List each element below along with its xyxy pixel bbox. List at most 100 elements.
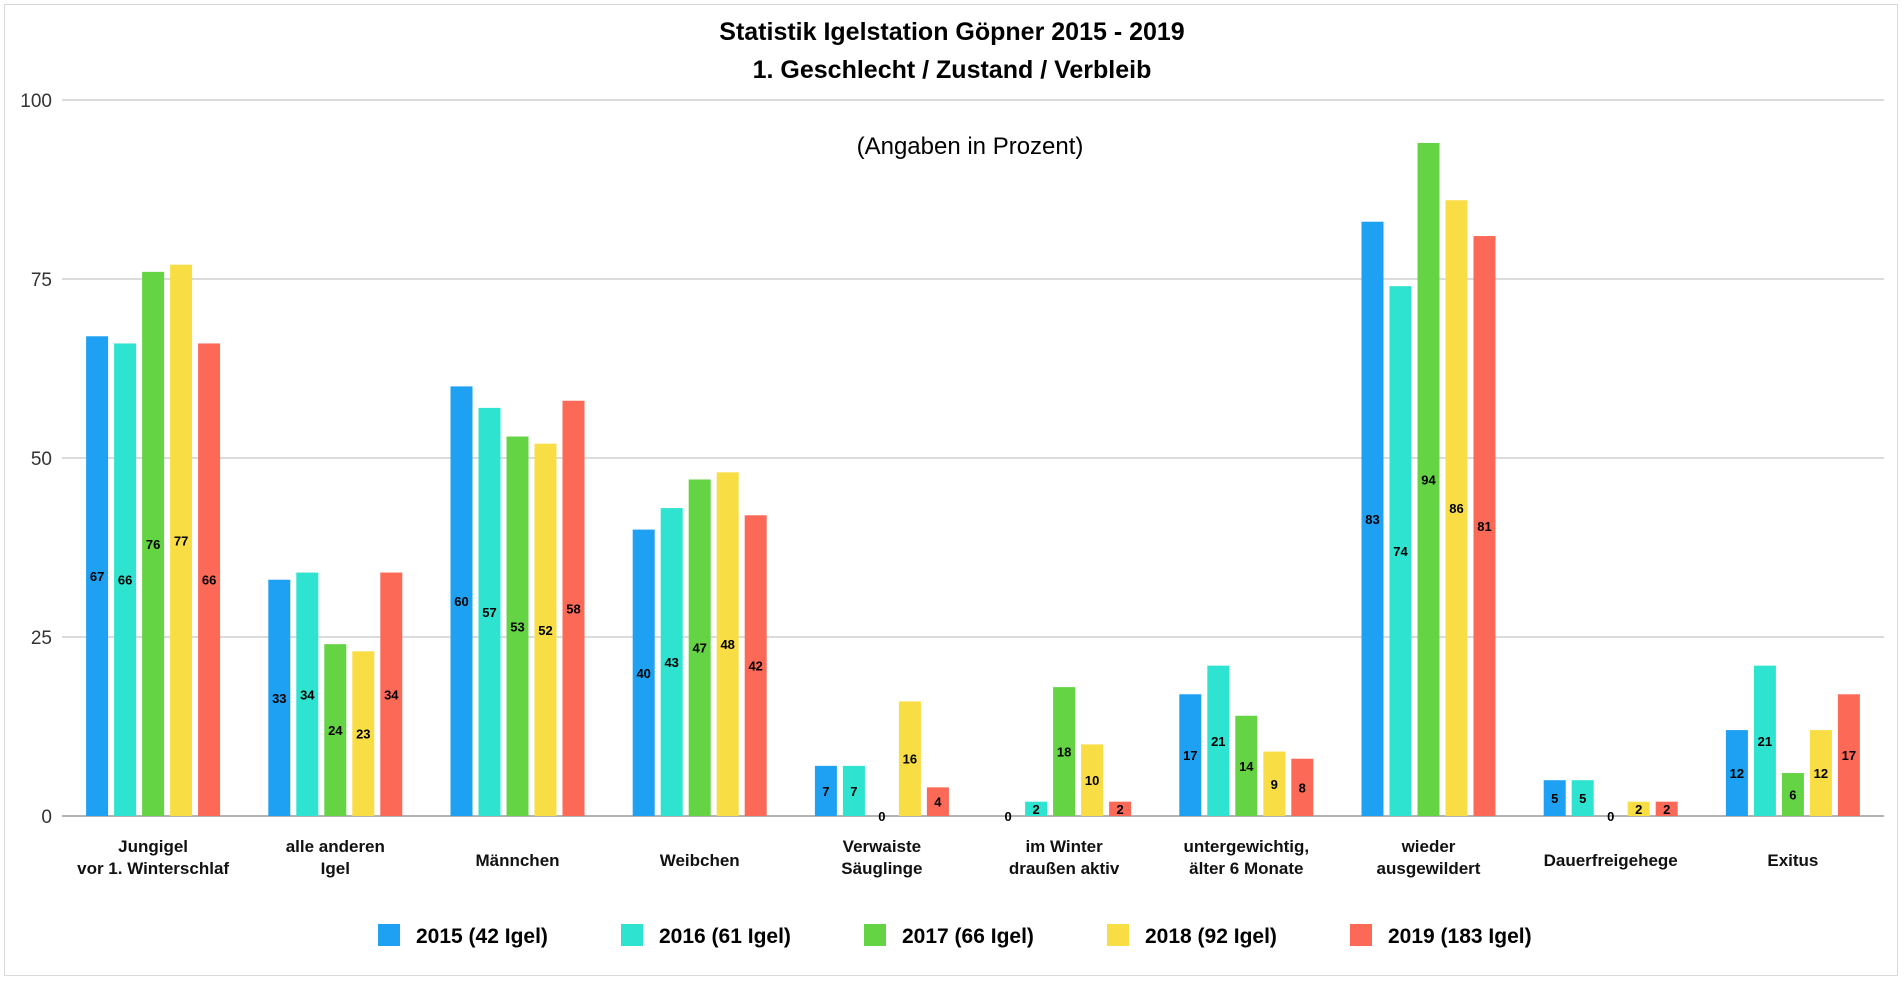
bar <box>1389 286 1412 816</box>
data-label: 94 <box>1421 472 1436 487</box>
data-label: 57 <box>482 605 496 620</box>
data-label: 74 <box>1393 544 1408 559</box>
data-label: 16 <box>903 752 917 767</box>
data-label: 77 <box>174 533 188 548</box>
bar <box>562 400 585 816</box>
bar <box>478 407 501 816</box>
data-label: 81 <box>1477 519 1491 534</box>
x-tick-label: Jungigel <box>118 837 188 856</box>
bar <box>1025 801 1048 816</box>
bar <box>1655 801 1678 816</box>
bar <box>324 644 347 816</box>
data-label: 5 <box>1579 791 1586 806</box>
data-label: 21 <box>1758 734 1772 749</box>
bar <box>814 765 837 816</box>
data-label: 60 <box>454 594 468 609</box>
bar <box>1053 687 1076 816</box>
legend-label: 2019 (183 Igel) <box>1388 925 1532 948</box>
x-tick-label: untergewichtig, <box>1183 837 1309 856</box>
data-label: 7 <box>850 784 857 799</box>
legend-swatch <box>378 924 400 946</box>
bar <box>1081 744 1104 816</box>
data-label: 47 <box>692 641 706 656</box>
bar <box>352 651 375 816</box>
data-label: 86 <box>1449 501 1463 516</box>
x-tick-label: ausgewildert <box>1377 859 1481 878</box>
y-tick-label: 25 <box>31 628 52 649</box>
legend-label: 2015 (42 Igel) <box>416 925 548 948</box>
data-label: 76 <box>146 537 160 552</box>
chart-title-line-1: Statistik Igelstation Göpner 2015 - 2019 <box>719 18 1184 46</box>
data-label: 83 <box>1365 512 1379 527</box>
y-tick-label: 50 <box>31 449 52 470</box>
bar <box>744 515 767 816</box>
legend-label: 2018 (92 Igel) <box>1145 925 1277 948</box>
bar <box>1837 694 1860 816</box>
y-tick-label: 100 <box>20 91 52 112</box>
data-label: 48 <box>720 637 734 652</box>
bar <box>1445 200 1468 817</box>
data-label: 2 <box>1032 802 1039 817</box>
data-label: 12 <box>1730 766 1744 781</box>
bar <box>534 443 557 816</box>
data-label: 0 <box>878 809 885 824</box>
bar <box>660 508 683 816</box>
bar <box>1263 751 1286 816</box>
data-label: 43 <box>664 655 678 670</box>
data-label: 21 <box>1211 734 1225 749</box>
bar <box>296 572 319 816</box>
chart-annotation: (Angaben in Prozent) <box>857 133 1084 160</box>
x-tick-label: alle anderen <box>286 837 385 856</box>
data-label: 9 <box>1271 777 1278 792</box>
bar <box>1809 730 1832 816</box>
bar <box>1473 236 1496 817</box>
x-tick-label: Dauerfreigehege <box>1544 851 1678 870</box>
bar <box>1753 665 1776 816</box>
x-tick-label: Säuglinge <box>841 859 922 878</box>
bar <box>926 787 949 816</box>
chart-title-line-2: 1. Geschlecht / Zustand / Verbleib <box>753 56 1152 84</box>
data-label: 52 <box>538 623 552 638</box>
data-label: 42 <box>748 659 762 674</box>
data-label: 40 <box>636 666 650 681</box>
data-label: 18 <box>1057 745 1071 760</box>
bar <box>86 336 109 816</box>
data-label: 10 <box>1085 773 1099 788</box>
data-label: 4 <box>934 795 942 810</box>
data-label: 14 <box>1239 759 1254 774</box>
bar <box>170 264 193 816</box>
data-label: 66 <box>118 573 132 588</box>
bar <box>898 701 921 816</box>
legend: 2015 (42 Igel) 2016 (61 Igel) 2017 (66 Ige… <box>378 924 1532 948</box>
bar <box>380 572 403 816</box>
chart-frame <box>4 4 1898 976</box>
data-label: 2 <box>1635 802 1642 817</box>
data-label: 17 <box>1183 748 1197 763</box>
bar <box>268 579 291 816</box>
bar <box>450 386 473 816</box>
x-tick-label: älter 6 Monate <box>1189 859 1303 878</box>
bar <box>1235 715 1258 816</box>
data-label: 5 <box>1551 791 1558 806</box>
bar <box>632 529 655 816</box>
data-label: 0 <box>1004 809 1011 824</box>
x-tick-label: wieder <box>1401 837 1456 856</box>
x-axis-labels: Jungigel vor 1. Winterschlaf alle anderen I… <box>77 837 1818 878</box>
bar <box>142 271 165 817</box>
bar <box>506 436 529 816</box>
legend-swatch <box>1107 924 1129 946</box>
data-label: 34 <box>300 687 315 702</box>
bar <box>1627 801 1650 816</box>
x-tick-label: Weibchen <box>660 851 740 870</box>
data-label: 24 <box>328 723 343 738</box>
data-label: 2 <box>1663 802 1670 817</box>
bar <box>1781 773 1804 816</box>
data-label: 8 <box>1299 780 1306 795</box>
bar <box>716 472 739 816</box>
legend-swatch <box>864 924 886 946</box>
x-tick-label: im Winter <box>1025 837 1103 856</box>
legend-label: 2017 (66 Igel) <box>902 925 1034 948</box>
data-label: 17 <box>1842 748 1856 763</box>
